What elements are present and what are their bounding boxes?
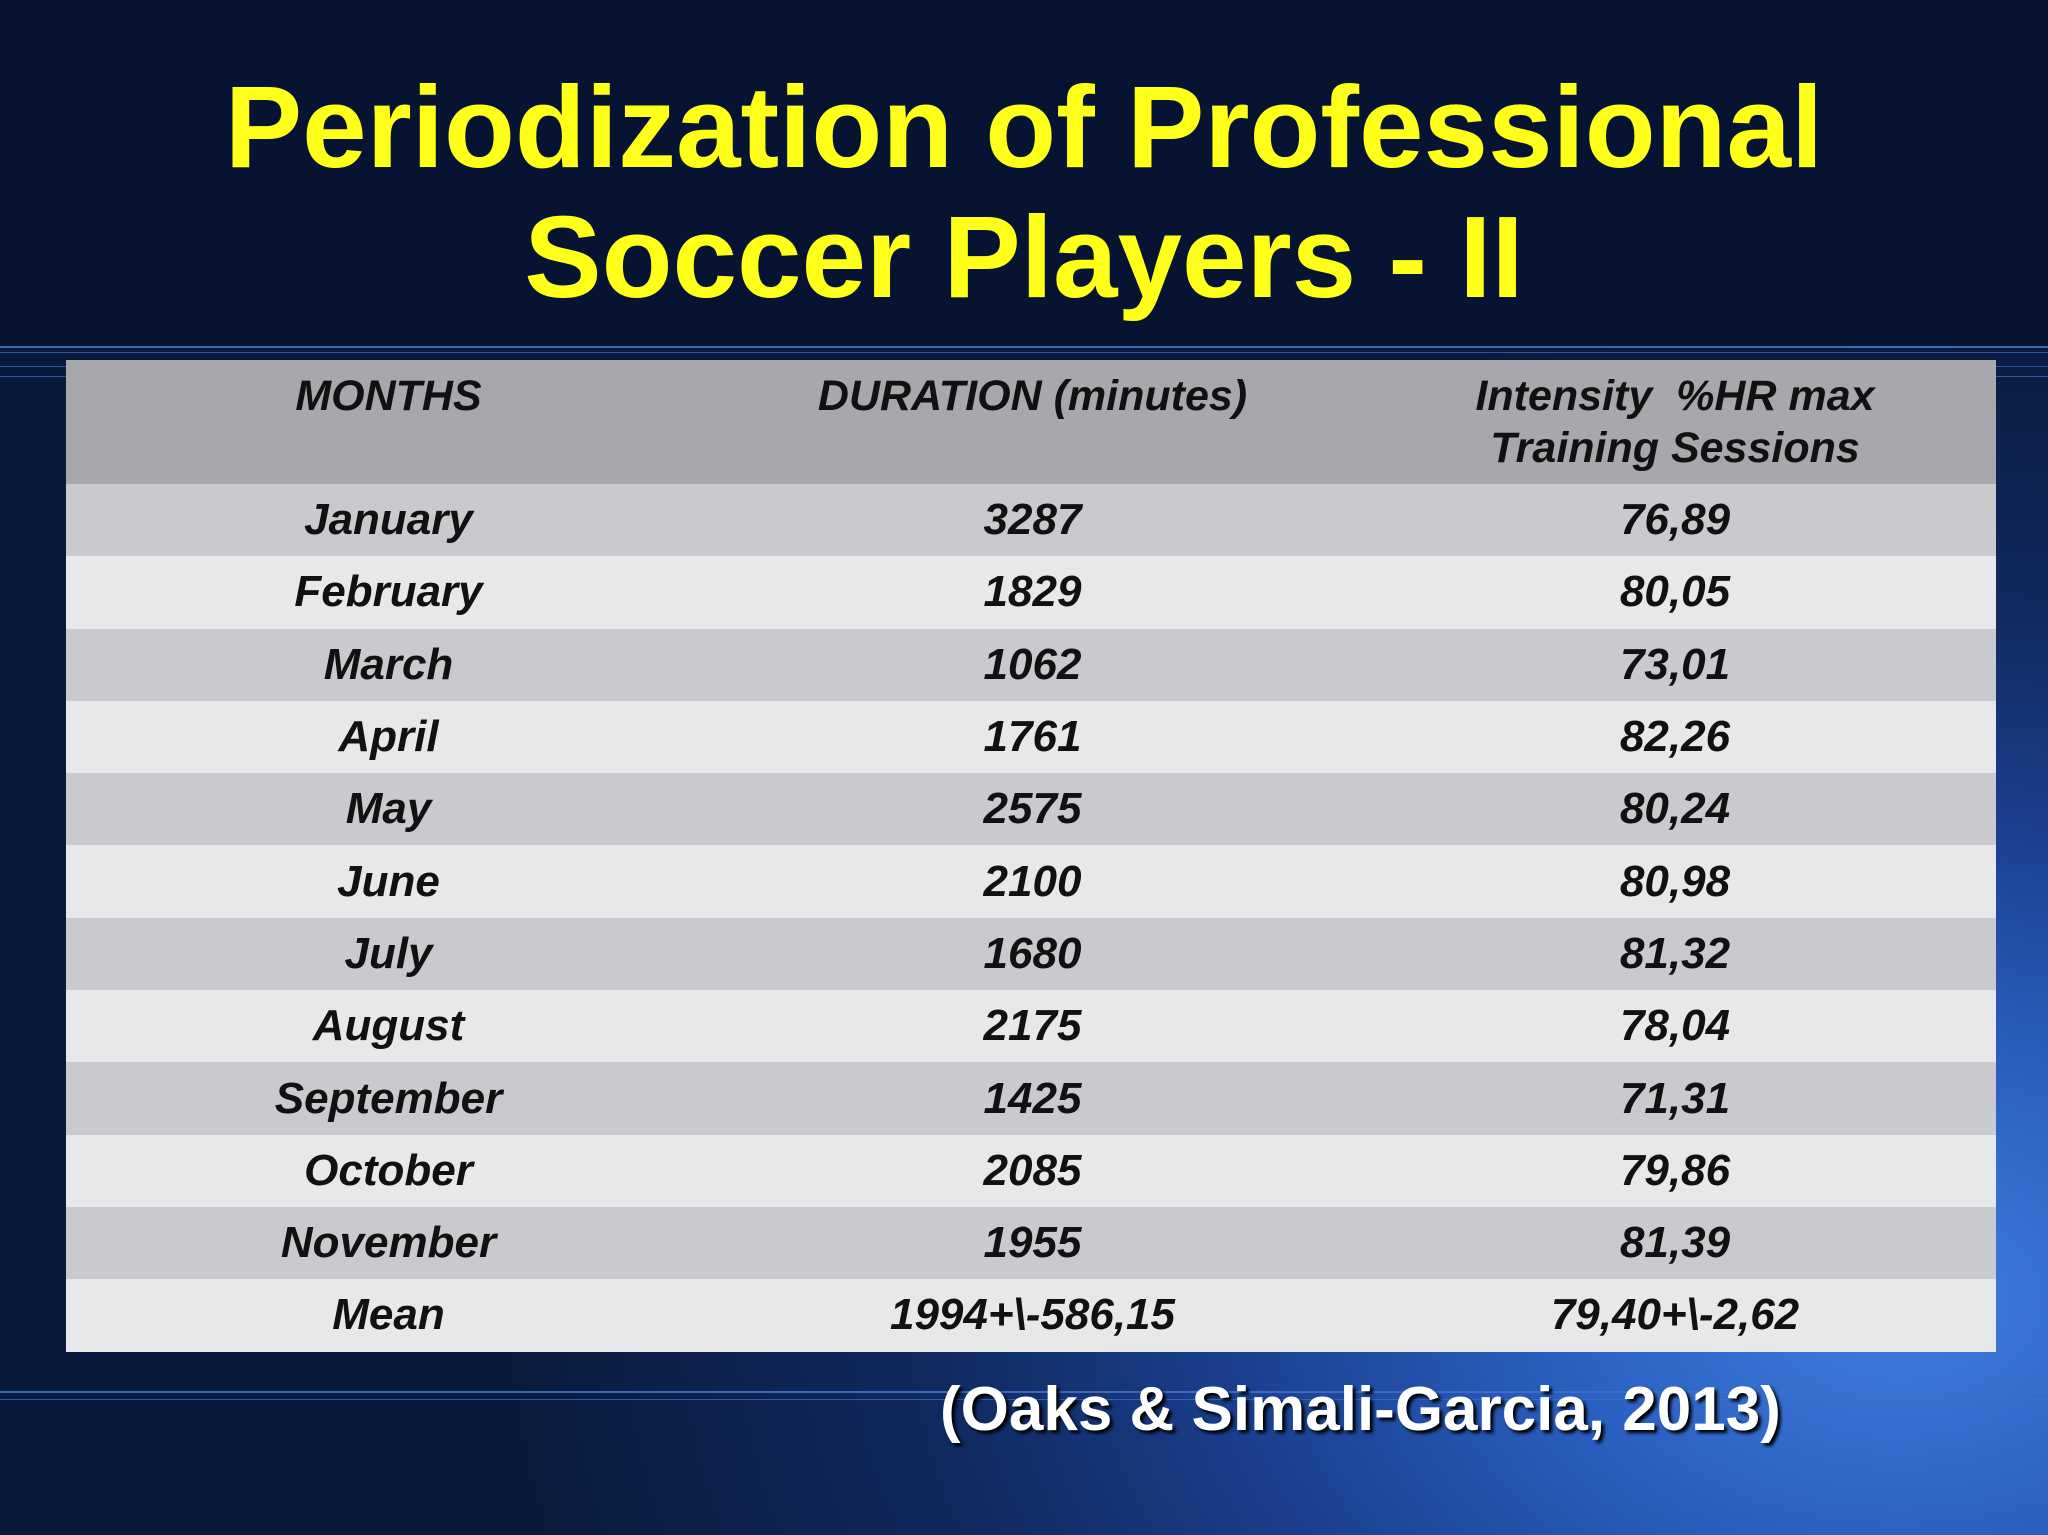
cell-intensity: 80,05 (1619, 567, 1731, 617)
cell-intensity: 81,39 (1619, 1218, 1731, 1268)
cell-month: July (344, 928, 433, 978)
header-months: MONTHS (295, 372, 482, 420)
cell-intensity: 80,98 (1619, 856, 1731, 906)
cell-intensity: 79,40+\-2,62 (1550, 1290, 1800, 1340)
cell-intensity: 82,26 (1619, 712, 1731, 762)
table-row: March 1062 73,01 (66, 628, 1996, 701)
cell-intensity: 79,86 (1619, 1145, 1731, 1195)
cell-duration: 2575 (983, 784, 1082, 834)
table-row: August 2175 78,04 (66, 990, 1996, 1063)
divider-line (0, 346, 2048, 348)
cell-intensity: 76,89 (1619, 495, 1731, 545)
cell-intensity: 81,32 (1619, 928, 1731, 978)
header-intensity-line-1: Intensity %HR max (1475, 372, 1875, 420)
table-body: January 3287 76,89 February 1829 80,05 March 10… (66, 484, 1996, 1352)
cell-intensity: 73,01 (1619, 639, 1731, 689)
cell-duration: 1761 (983, 712, 1082, 762)
data-table-container: MONTHS DURATION (minutes) Intensity %HR … (66, 360, 1996, 1352)
cell-intensity: 80,24 (1619, 784, 1731, 834)
cell-duration: 1062 (983, 639, 1082, 689)
table-row: July 1680 81,32 (66, 917, 1996, 991)
header-intensity: Intensity %HR max Training Sessions (1354, 360, 1996, 484)
header-duration: DURATION (minutes) (817, 372, 1248, 420)
divider-line (0, 366, 2048, 367)
cell-month: February (294, 567, 483, 617)
table-row: June 2100 80,98 (66, 845, 1996, 918)
table-header-row: MONTHS DURATION (minutes) Intensity %HR … (66, 360, 1996, 484)
divider-line (0, 352, 2048, 353)
title-band (0, 0, 2048, 346)
table-row: January 3287 76,89 (66, 484, 1996, 557)
cell-month: August (312, 1001, 465, 1051)
cell-month: Mean (332, 1290, 445, 1340)
cell-duration: 1829 (983, 567, 1082, 617)
cell-duration: 3287 (983, 495, 1082, 545)
table-row: September 1425 71,31 (66, 1062, 1996, 1135)
cell-month: June (337, 856, 440, 906)
cell-duration: 1425 (983, 1073, 1082, 1123)
cell-month: May (345, 784, 432, 834)
divider-line (0, 1399, 2048, 1400)
cell-duration: 1680 (983, 928, 1082, 978)
cell-intensity: 71,31 (1619, 1073, 1731, 1123)
cell-duration: 2175 (983, 1001, 1082, 1051)
periodization-table: MONTHS DURATION (minutes) Intensity %HR … (66, 360, 1996, 1352)
table-row: May 2575 80,24 (66, 773, 1996, 846)
cell-month: March (323, 639, 454, 689)
table-row: Mean 1994+\-586,15 79,40+\-2,62 (66, 1279, 1996, 1352)
divider-line (0, 1391, 2048, 1393)
cell-duration: 1994+\-586,15 (889, 1290, 1176, 1340)
citation: (Oaks & Simali-Garcia, 2013) (940, 1375, 1781, 1444)
page-title: Periodization of Professional Soccer Pla… (0, 62, 2048, 322)
cell-duration: 1955 (983, 1218, 1082, 1268)
cell-duration: 2085 (983, 1145, 1082, 1195)
divider-line (0, 376, 2048, 377)
title-line-2: Soccer Players - II (524, 192, 1524, 322)
cell-intensity: 78,04 (1619, 1001, 1731, 1051)
cell-month: September (274, 1073, 503, 1123)
table-row: November 1955 81,39 (66, 1206, 1996, 1280)
cell-duration: 2100 (983, 856, 1082, 906)
header-intensity-line-2: Training Sessions (1490, 424, 1860, 472)
cell-month: November (280, 1218, 497, 1268)
title-line-1: Periodization of Professional (224, 62, 1824, 192)
cell-month: January (304, 495, 473, 545)
cell-month: October (304, 1145, 473, 1195)
table-row: October 2085 79,86 (66, 1134, 1996, 1207)
cell-month: April (338, 712, 439, 762)
table-row: February 1829 80,05 (66, 556, 1996, 629)
table-row: April 1761 82,26 (66, 700, 1996, 774)
